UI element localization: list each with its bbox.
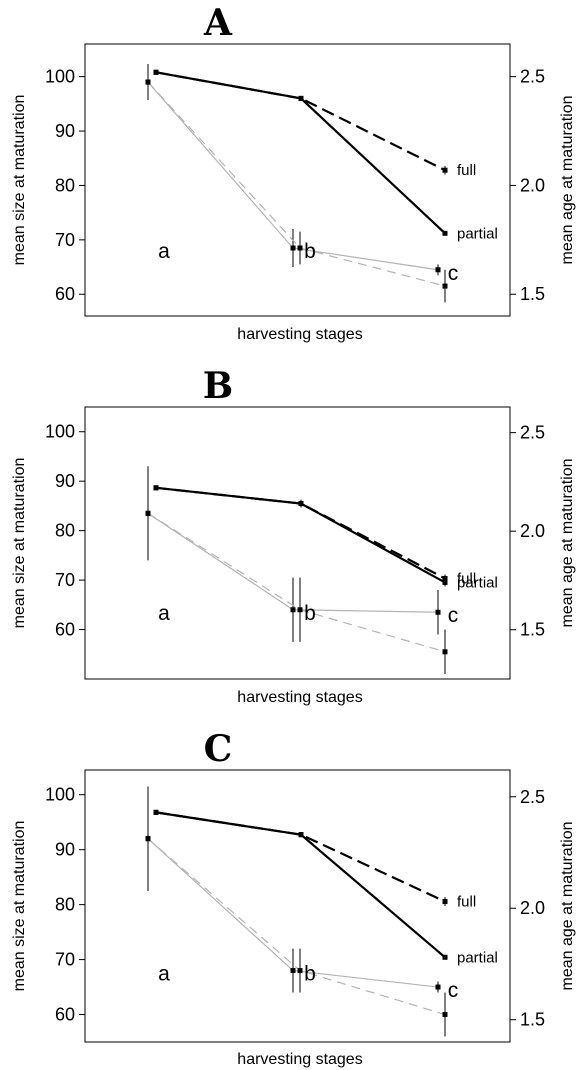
y2-tick-label: 1.5	[520, 1010, 545, 1030]
plot-frame	[84, 43, 511, 317]
stage-label-b: b	[304, 963, 316, 986]
series-label-full: full	[457, 894, 476, 911]
y-axis-title: mean size at maturation	[11, 95, 28, 266]
y2-axis-title: mean age at maturation	[559, 459, 576, 628]
data-point	[442, 283, 448, 289]
series-grey-dashed	[145, 64, 448, 303]
stage-label-a: a	[158, 602, 170, 625]
x-axis-title: harvesting stages	[237, 689, 362, 706]
stage-label-b: b	[304, 602, 316, 625]
y2-tick-label: 2.0	[520, 521, 545, 541]
y-tick-label: 70	[55, 570, 75, 590]
y-axis-title: mean size at maturation	[11, 458, 28, 629]
stage-label-a: a	[158, 963, 170, 986]
data-point	[435, 267, 441, 273]
stage-label-c: c	[448, 262, 459, 285]
series-line	[147, 838, 446, 1016]
data-point	[297, 245, 303, 251]
stage-label-a: a	[158, 240, 170, 263]
series-black-dashed	[153, 809, 448, 906]
series-black-dashed	[153, 69, 448, 175]
y2-tick-label: 2.5	[520, 787, 545, 807]
y-tick-label: 90	[55, 471, 75, 491]
data-point	[290, 245, 296, 251]
y2-tick-label: 2.5	[520, 67, 545, 87]
panel-b: B 60 70 80 90 100 1.5 2.0 2.5 mean size at matura…	[11, 365, 576, 706]
series-black-solid	[153, 69, 448, 236]
panel-c: C 60 70 80 90 100 1.5 2.0 2.5 mean size at matura…	[11, 728, 576, 1068]
data-point	[145, 836, 151, 842]
series-label-partial: partial	[457, 574, 498, 591]
y2-tick-label: 1.5	[520, 620, 545, 640]
series-grey-dashed	[145, 466, 448, 675]
data-point	[442, 899, 448, 905]
y-tick-label: 100	[45, 785, 75, 805]
series-label-partial: partial	[457, 949, 498, 966]
data-point	[442, 575, 448, 581]
stage-label-b: b	[304, 240, 316, 263]
data-point	[145, 510, 151, 516]
panel-title: B	[203, 365, 233, 407]
y-tick-label: 70	[55, 230, 75, 250]
series-grey-dashed	[145, 786, 448, 1037]
series-line	[155, 811, 446, 903]
data-point	[297, 607, 303, 613]
y2-tick-label: 2.0	[520, 898, 545, 918]
stage-label-c: c	[448, 979, 459, 1002]
series-label-full: full	[457, 570, 476, 587]
data-point	[442, 167, 448, 173]
y-tick-label: 70	[55, 950, 75, 970]
series-line	[147, 81, 446, 287]
y2-tick-label: 2.5	[520, 423, 545, 443]
y-tick-label: 80	[55, 175, 75, 195]
data-point	[298, 832, 304, 838]
data-point	[435, 984, 441, 990]
y-tick-label: 60	[55, 284, 75, 304]
data-point	[290, 607, 296, 613]
data-point	[297, 968, 303, 974]
y2-tick-label: 1.5	[520, 284, 545, 304]
series-grey-solid	[145, 64, 441, 276]
y2-axis-title: mean age at maturation	[559, 822, 576, 991]
series-line	[155, 71, 446, 172]
data-point	[442, 230, 448, 236]
series-label-full: full	[457, 162, 476, 179]
plot-frame	[84, 769, 511, 1043]
y-tick-label: 80	[55, 895, 75, 915]
y-tick-label: 100	[45, 422, 75, 442]
x-axis-title: harvesting stages	[237, 1051, 362, 1068]
data-point	[442, 1012, 448, 1018]
data-point	[153, 809, 159, 815]
y-tick-label: 90	[55, 121, 75, 141]
data-point	[153, 485, 159, 491]
series-line	[147, 512, 446, 653]
data-point	[298, 95, 304, 101]
panel-title: C	[204, 728, 233, 770]
y-axis-title: mean size at maturation	[11, 821, 28, 992]
y-tick-label: 60	[55, 1005, 75, 1025]
data-point	[442, 954, 448, 960]
plot-frame	[84, 406, 511, 680]
y-tick-label: 60	[55, 620, 75, 640]
series-label-partial: partial	[457, 225, 498, 242]
panel-a: A 60 70 80 90 100 1.5 2.0 2.5 mean size at matura…	[11, 2, 576, 343]
y-tick-label: 90	[55, 840, 75, 860]
data-point	[153, 69, 159, 75]
data-point	[298, 501, 304, 507]
data-point	[442, 649, 448, 655]
y2-axis-title: mean age at maturation	[559, 96, 576, 265]
data-point	[435, 609, 441, 615]
panel-title: A	[203, 2, 233, 44]
y-tick-label: 100	[45, 67, 75, 87]
series-black-dashed	[153, 485, 448, 583]
stage-label-c: c	[448, 604, 459, 627]
data-point	[290, 968, 296, 974]
data-point	[145, 79, 151, 85]
x-axis-title: harvesting stages	[237, 326, 362, 343]
y2-tick-label: 2.0	[520, 175, 545, 195]
y-tick-label: 80	[55, 521, 75, 541]
